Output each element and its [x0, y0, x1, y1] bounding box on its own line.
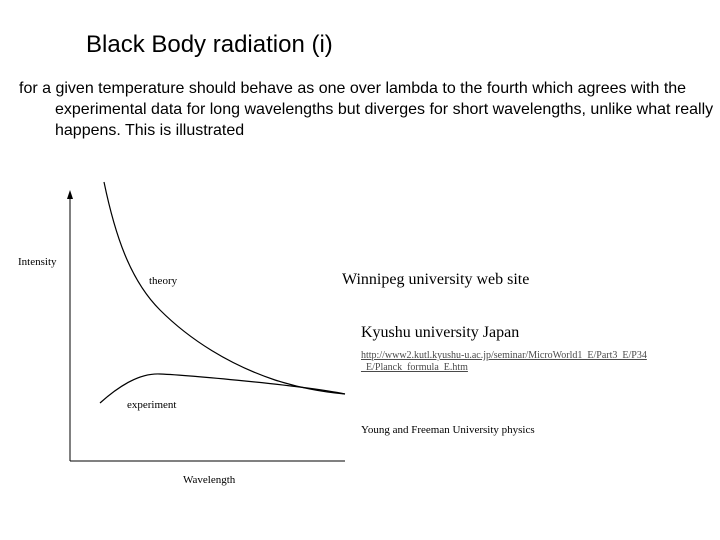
x-axis-label: Wavelength: [183, 474, 236, 486]
theory-curve: [103, 181, 346, 395]
source-kyushu: Kyushu university Japan: [361, 324, 520, 341]
source-winnipeg: Winnipeg university web site: [342, 271, 530, 288]
experiment-curve: [99, 373, 346, 404]
y-axis-label: Intensity: [18, 256, 57, 268]
theory-label: theory: [149, 275, 178, 287]
blackbody-plot: [67, 181, 346, 462]
slide-title: Black Body radiation (i): [86, 31, 333, 58]
slide-body-text: for a given temperature should behave as…: [19, 80, 714, 139]
blackbody-figure: Intensity theory experiment Wavelength: [0, 180, 720, 540]
y-axis-arrow: [67, 190, 73, 199]
source-young-freeman: Young and Freeman University physics: [361, 424, 535, 436]
source-kyushu-link[interactable]: http://www2.kutl.kyushu-u.ac.jp/seminar/…: [361, 350, 647, 373]
experiment-label: experiment: [127, 399, 177, 411]
